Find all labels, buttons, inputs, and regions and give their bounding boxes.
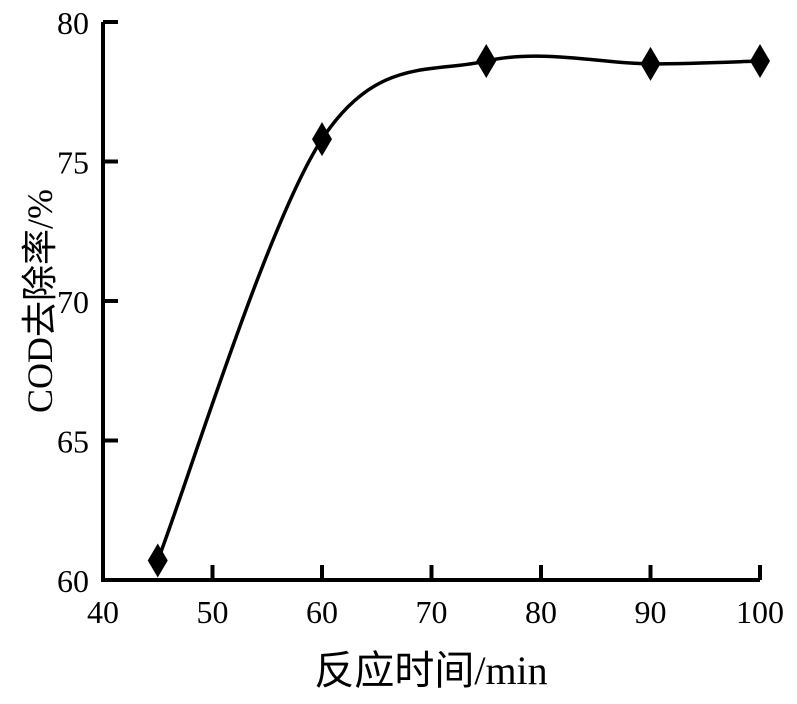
y-tick-label: 60 xyxy=(57,563,89,599)
series-markers xyxy=(147,44,770,578)
data-point-marker xyxy=(147,543,168,578)
y-tick-label: 75 xyxy=(57,145,89,181)
series-line xyxy=(156,54,761,562)
data-point-marker xyxy=(750,44,770,79)
x-tick-label: 70 xyxy=(416,594,448,630)
x-tick-label: 100 xyxy=(736,594,784,630)
y-tick-label: 70 xyxy=(57,284,89,320)
y-tick-label: 65 xyxy=(57,424,89,460)
data-point-marker xyxy=(640,46,661,81)
data-point-marker xyxy=(312,122,332,157)
y-axis-title: COD去除率/% xyxy=(20,189,60,413)
data-point-marker xyxy=(476,44,497,79)
axes xyxy=(101,22,760,582)
x-axis-title: 反应时间/min xyxy=(314,648,547,693)
x-tick-label: 50 xyxy=(197,594,229,630)
axis-lines xyxy=(101,22,760,582)
x-tick-label: 90 xyxy=(635,594,667,630)
axis-ticks xyxy=(101,20,762,582)
y-tick-label: 80 xyxy=(57,5,89,41)
x-tick-label: 40 xyxy=(87,594,119,630)
x-tick-label: 80 xyxy=(525,594,557,630)
x-tick-label: 60 xyxy=(306,594,338,630)
axis-tick-labels: 40 50 60 70 80 90 100 60 65 70 75 80 xyxy=(57,5,784,630)
